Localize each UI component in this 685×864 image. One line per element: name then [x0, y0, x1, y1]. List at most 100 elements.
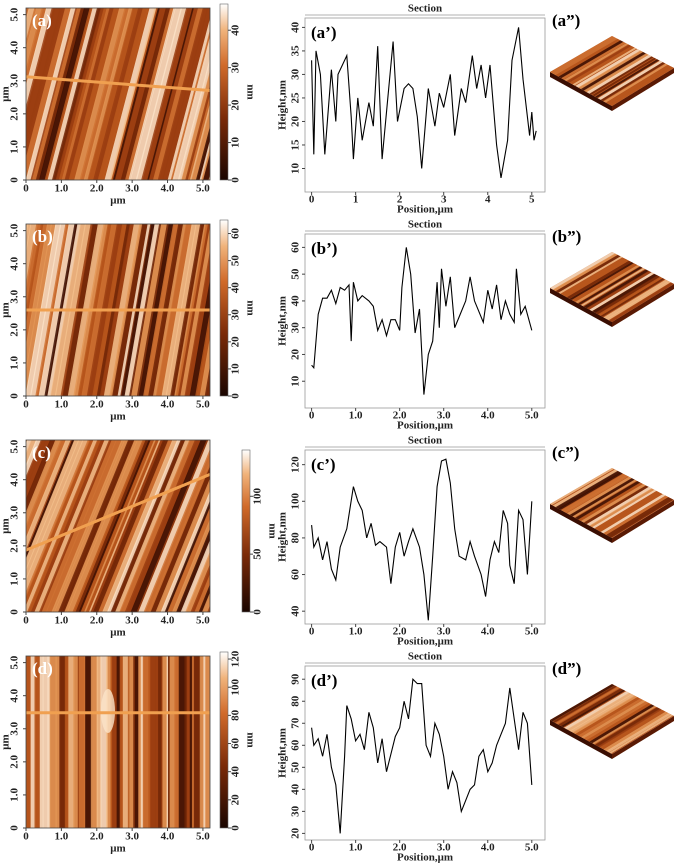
panel-label: (b): [32, 227, 53, 246]
afm-stripe: [122, 656, 130, 828]
surface-side: [612, 716, 674, 759]
y-tick-label: 40: [290, 295, 302, 307]
afm-stripe: [195, 310, 210, 396]
afm-stripe: [119, 656, 124, 828]
x-tick-label: 5.0: [525, 626, 539, 638]
surface-stripe: [564, 43, 629, 81]
colorbar-label: nm: [266, 523, 278, 538]
afm-stripe: [94, 440, 169, 612]
afm-stripe: [174, 656, 180, 828]
profile-curve: [311, 27, 537, 178]
surface-stripe: [609, 66, 674, 106]
y-tick-label: 0: [9, 609, 21, 615]
y-tick-label: 5.0: [9, 7, 21, 21]
afm-stripe: [189, 103, 210, 180]
x-tick-label: 2.0: [90, 183, 104, 195]
afm-stripe: [129, 656, 135, 828]
afm-stripe: [115, 440, 191, 612]
afm-bright-spot: [101, 689, 115, 733]
y-tick-label: 120: [290, 456, 302, 473]
afm-stripe: [162, 656, 168, 828]
surface-stripe: [578, 50, 644, 90]
afm-stripe: [157, 8, 209, 180]
y-tick-label: 35: [290, 45, 302, 57]
y-tick-label: 40: [290, 783, 302, 795]
x-tick-label: 1.0: [55, 183, 69, 195]
surface-stripe: [572, 47, 637, 86]
x-tick-label: 5.0: [196, 831, 210, 843]
afm-stripe: [199, 656, 205, 828]
x-tick-label: 5.0: [196, 183, 210, 195]
x-axis-label: Position,μm: [397, 420, 453, 432]
colorbar-tick-label: 120: [230, 650, 242, 667]
x-tick-label: 5.0: [525, 842, 539, 854]
x-tick-label: 3.0: [437, 842, 451, 854]
afm-stripe: [114, 8, 168, 180]
x-axis-label: μm: [110, 195, 125, 207]
surface-stripe: [595, 707, 661, 747]
y-tick-label: 4.0: [9, 472, 21, 486]
surface-3d: [550, 252, 674, 327]
y-tick-label: 20: [290, 827, 302, 839]
afm-stripe: [96, 656, 102, 828]
x-axis-label: Position,μm: [397, 636, 453, 648]
x-tick-label: 5.0: [196, 615, 210, 627]
panel-label: (c’): [311, 455, 336, 474]
afm-stripe: [177, 57, 210, 180]
chart-title: Section: [408, 651, 442, 663]
surface-stripe: [566, 476, 633, 516]
afm-stripe: [59, 656, 67, 828]
surface-stripe: [592, 57, 657, 97]
afm-stripe: [83, 8, 134, 180]
surface-side: [550, 72, 612, 111]
surface-stripe: [552, 253, 619, 292]
afm-stripe: [113, 656, 118, 828]
surface-stripe: [600, 62, 665, 102]
surface-stripe: [569, 46, 635, 85]
surface-stripe: [550, 36, 616, 74]
afm-stripe: [97, 8, 148, 180]
afm-stripe: [47, 8, 99, 180]
surface-stripe: [558, 688, 624, 727]
y-tick-label: 0: [9, 177, 21, 183]
x-tick-label: 4.0: [161, 399, 175, 411]
afm-stripe: [209, 656, 210, 828]
x-axis-label: μm: [110, 627, 125, 639]
afm-stripe: [135, 656, 140, 828]
surface-stripe: [603, 279, 669, 320]
y-tick-label: 5.0: [9, 223, 21, 237]
y-tick-label: 0: [9, 825, 21, 831]
x-axis-label: Position,μm: [397, 204, 453, 216]
y-tick-label: 30: [290, 68, 302, 80]
surface-stripe: [600, 278, 665, 317]
afm-stripe: [75, 440, 150, 612]
afm-stripe: [34, 656, 42, 828]
x-tick-label: 1.0: [55, 615, 69, 627]
afm-stripe: [78, 440, 152, 612]
panel-label: (d”): [552, 659, 581, 678]
x-tick-label: 3.0: [125, 615, 139, 627]
afm-stripe: [160, 490, 210, 612]
x-tick-label: 5.0: [196, 399, 210, 411]
afm-stripe: [35, 8, 85, 180]
afm-stripe: [44, 8, 94, 180]
surface-side: [612, 68, 674, 111]
afm-stripe: [180, 539, 210, 612]
afm-stripe: [158, 656, 162, 828]
plot-frame: [304, 449, 546, 625]
afm-stripe: [64, 8, 115, 180]
surface-stripe: [581, 268, 645, 307]
surface-stripe: [583, 269, 650, 309]
surface-stripe: [597, 492, 664, 533]
afm-stripe: [78, 656, 86, 828]
x-tick-label: 2.0: [90, 831, 104, 843]
afm-stripe: [172, 36, 210, 180]
afm-stripe: [41, 440, 117, 612]
x-tick-label: 3.0: [125, 831, 139, 843]
surface-stripe: [592, 489, 657, 529]
surface-stripe: [606, 713, 671, 753]
afm-stripe: [58, 440, 134, 612]
y-tick-label: 2.0: [9, 106, 21, 120]
y-tick-label: 50: [290, 761, 302, 773]
